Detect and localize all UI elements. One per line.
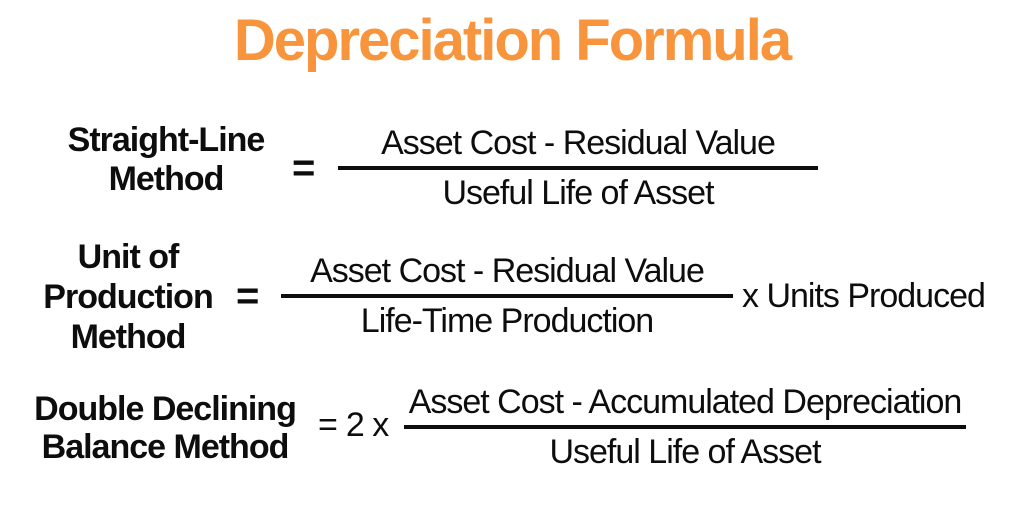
equals-and-coefficient: = 2 x <box>318 402 389 448</box>
equals-sign: = <box>318 406 338 444</box>
equals-sign: = <box>292 146 316 190</box>
units-multiplier: x Units Produced <box>742 277 986 315</box>
label-line: Balance Method <box>41 428 290 466</box>
label-line: Production <box>43 278 213 316</box>
formula-label-unit-of-production: Unit of Production Method <box>8 237 248 357</box>
fraction-denominator: Useful Life of Asset <box>549 433 821 471</box>
fraction-numerator: Asset Cost - Residual Value <box>281 248 733 298</box>
label-line: Method <box>70 318 187 356</box>
label-line: Double Declining <box>34 390 297 428</box>
formula-label-double-declining: Double Declining Balance Method <box>12 390 318 466</box>
fraction-denominator: Life-Time Production <box>360 302 654 340</box>
coefficient: 2 x <box>345 406 389 444</box>
label-line: Unit of <box>77 238 180 276</box>
fraction-numerator: Asset Cost - Accumulated Depreciation <box>404 379 966 429</box>
fraction-double-declining: Asset Cost - Accumulated Depreciation Us… <box>404 379 966 475</box>
fraction-straight-line: Asset Cost - Residual Value Useful Life … <box>338 120 818 216</box>
page-title: Depreciation Formula <box>233 8 792 73</box>
fraction-denominator: Useful Life of Asset <box>442 174 714 212</box>
label-line: Method <box>108 160 225 198</box>
fraction-numerator: Asset Cost - Residual Value <box>338 120 818 170</box>
formula-label-straight-line: Straight-Line Method <box>30 121 302 199</box>
fraction-unit-of-production: Asset Cost - Residual Value Life-Time Pr… <box>281 248 733 344</box>
equals-sign: = <box>236 274 260 318</box>
label-line: Straight-Line <box>67 121 266 159</box>
